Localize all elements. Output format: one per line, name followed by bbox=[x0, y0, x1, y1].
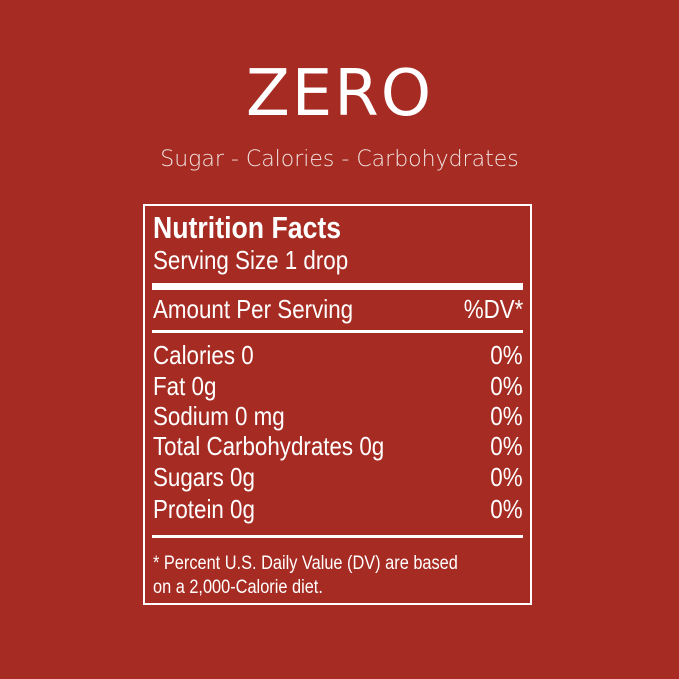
product-subtitle: Sugar - Calories - Carbohydrates bbox=[160, 147, 519, 172]
nutrient-name: Sodium 0 mg bbox=[153, 401, 285, 431]
amount-per-serving-header: Amount Per Serving bbox=[153, 294, 354, 324]
thick-divider bbox=[152, 283, 523, 290]
nutrient-dv: 0% bbox=[490, 401, 523, 431]
footnote-line-1: * Percent U.S. Daily Value (DV) are base… bbox=[153, 553, 458, 574]
nutrient-name: Calories 0 bbox=[153, 340, 254, 370]
nutrient-name: Protein 0g bbox=[153, 494, 255, 524]
footnote-line-2: on a 2,000-Calorie diet. bbox=[153, 577, 323, 598]
dv-header: %DV* bbox=[463, 294, 523, 324]
nutrient-dv: 0% bbox=[490, 431, 523, 461]
nutrient-dv: 0% bbox=[490, 371, 523, 401]
nutrient-dv: 0% bbox=[490, 494, 523, 524]
nutrient-dv: 0% bbox=[490, 462, 523, 492]
serving-size: Serving Size 1 drop bbox=[153, 245, 349, 275]
nutrient-name: Total Carbohydrates 0g bbox=[153, 431, 385, 461]
nutrition-facts-panel: Nutrition Facts Serving Size 1 drop Amou… bbox=[143, 204, 532, 605]
divider bbox=[152, 535, 523, 538]
nutrient-dv: 0% bbox=[490, 340, 523, 370]
nutrient-name: Fat 0g bbox=[153, 371, 217, 401]
nutrition-heading: Nutrition Facts bbox=[153, 210, 342, 245]
divider bbox=[152, 330, 523, 333]
nutrient-name: Sugars 0g bbox=[153, 462, 255, 492]
product-title: ZERO bbox=[245, 57, 434, 131]
